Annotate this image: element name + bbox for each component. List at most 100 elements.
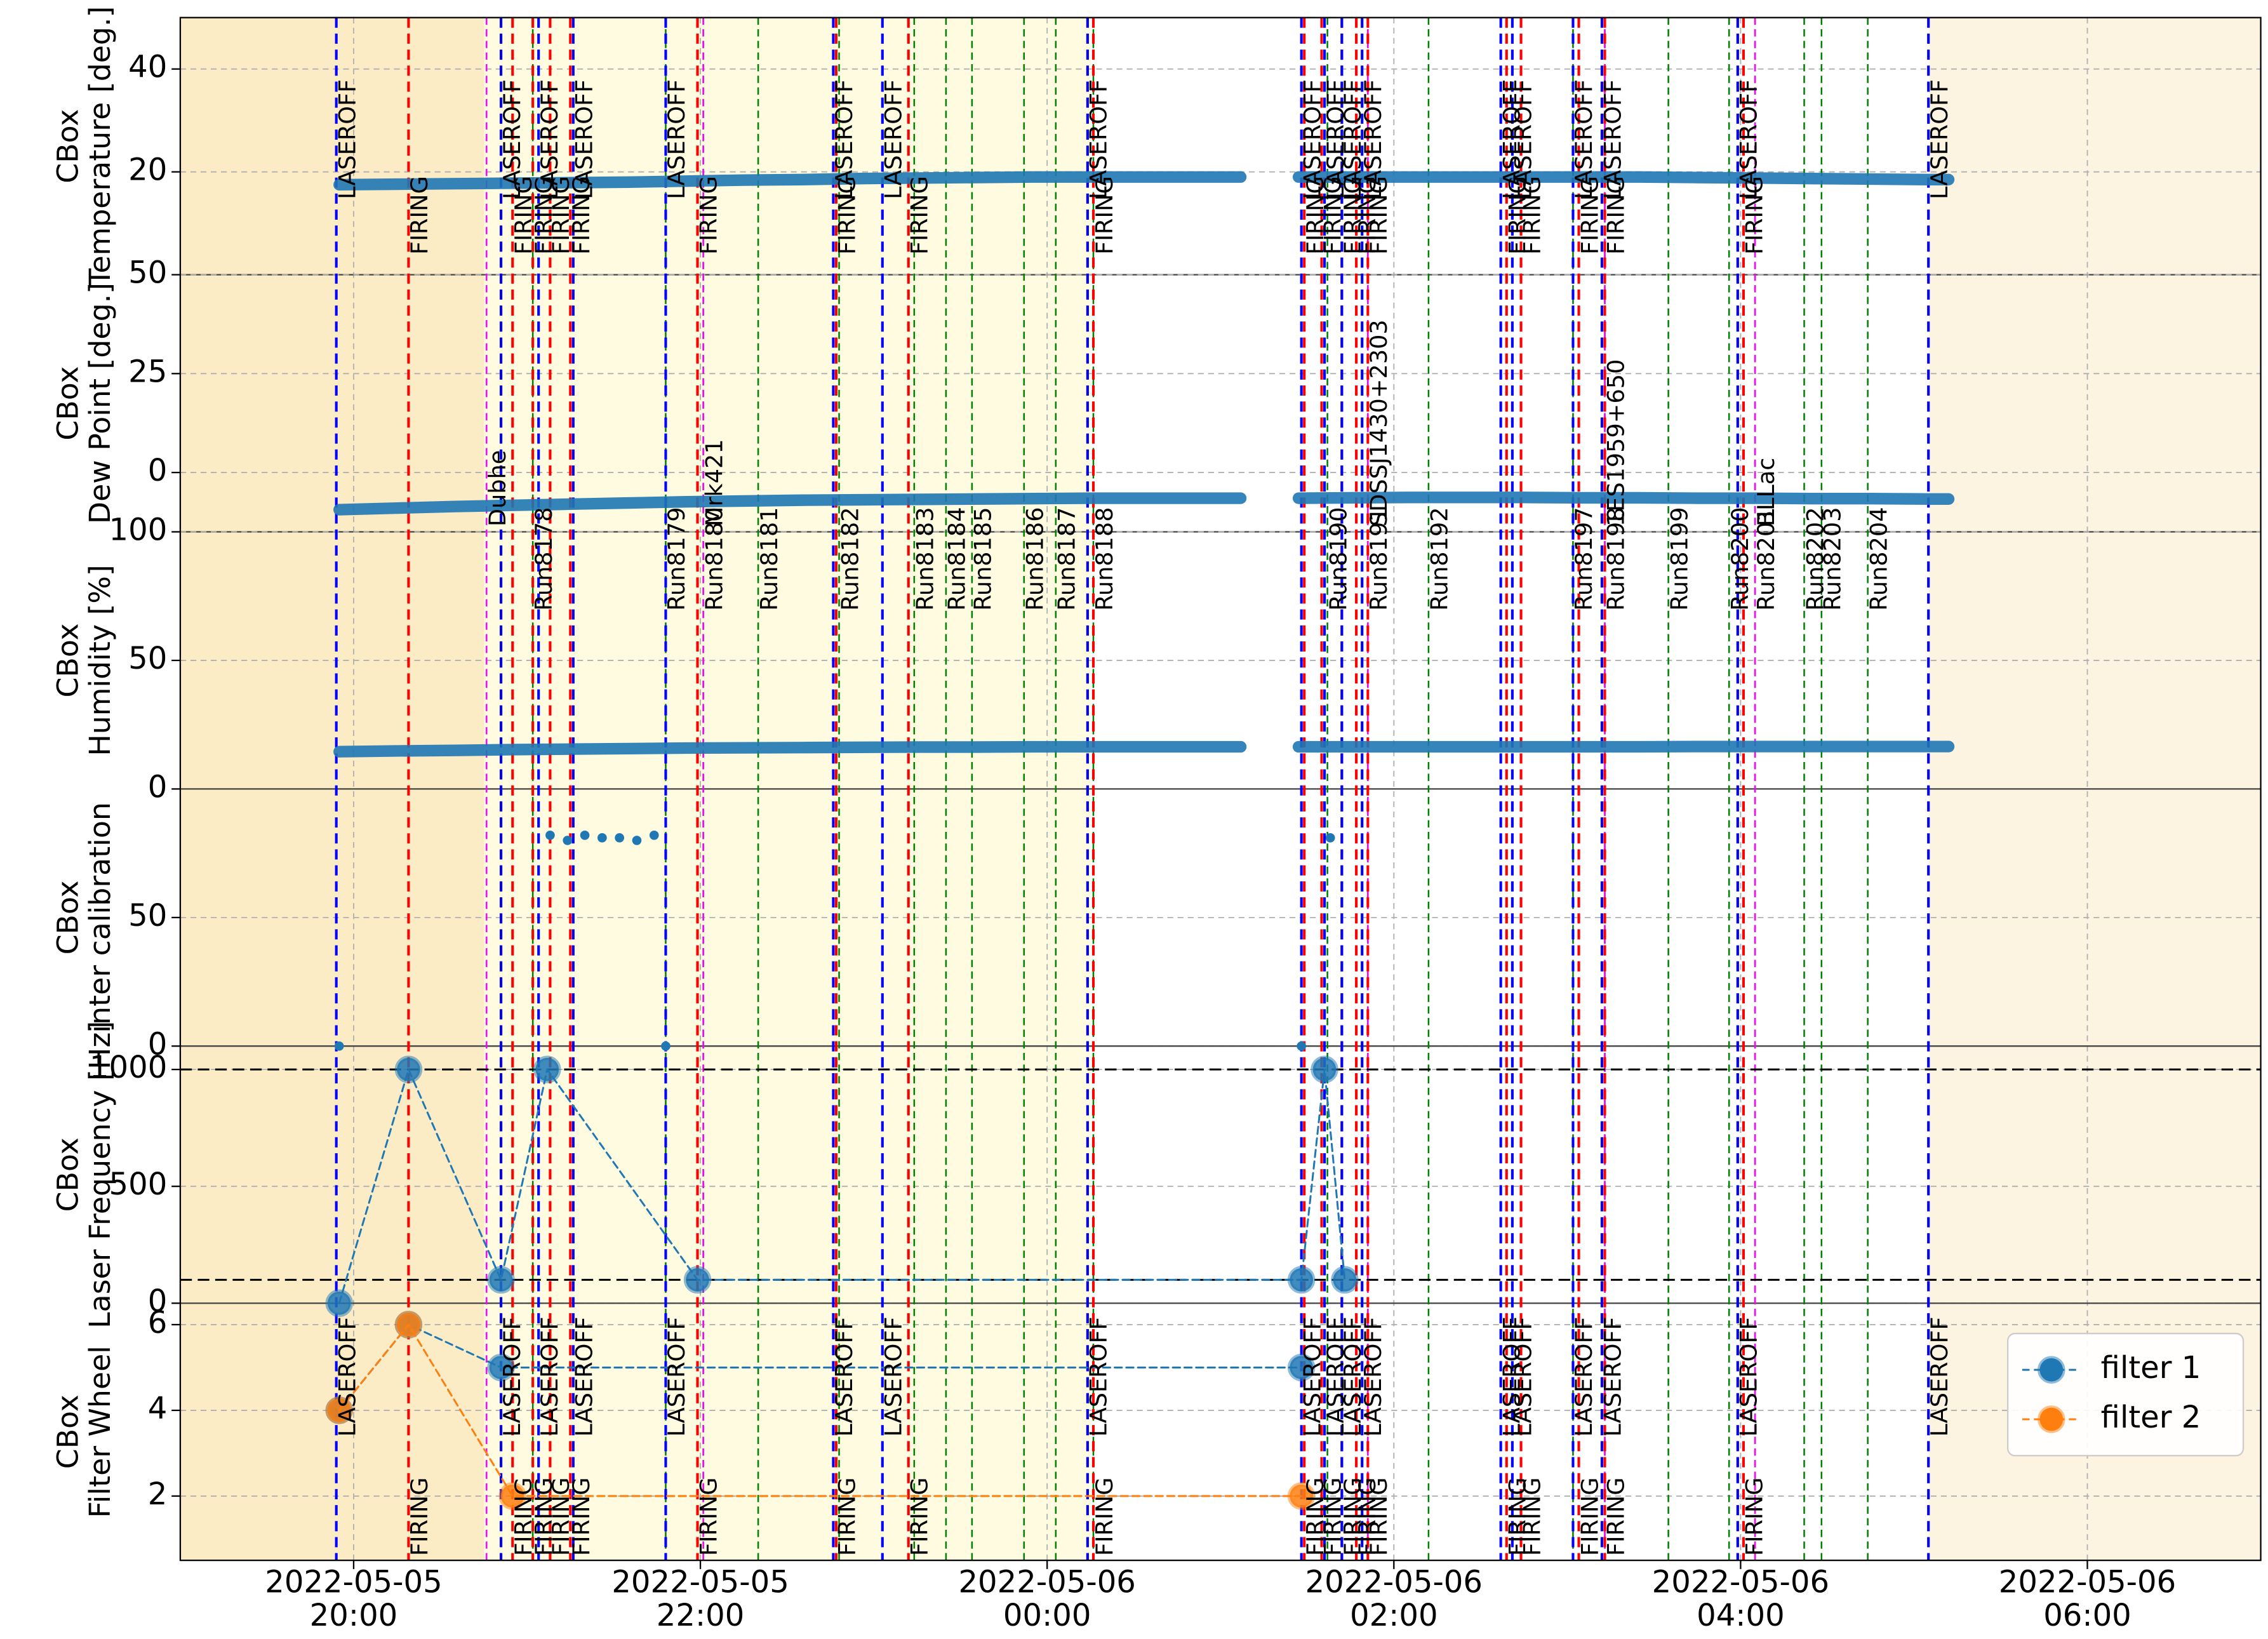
x-tick-label: 2022-05-06 00:00 xyxy=(958,1566,1135,1631)
event-label: Run8199 xyxy=(1665,507,1693,610)
y-tick-label: 0 xyxy=(148,1283,168,1319)
event-label: Run8204 xyxy=(1865,507,1892,610)
y-tick-label: 2 xyxy=(148,1476,168,1512)
series-line xyxy=(333,492,1955,516)
event-label: FIRING xyxy=(406,1477,433,1556)
x-tick-label: 2022-05-06 02:00 xyxy=(1305,1566,1483,1631)
event-label: FIRING xyxy=(547,176,575,255)
series-line xyxy=(338,1068,1346,1304)
series-line xyxy=(333,171,1955,191)
event-label: FIRING xyxy=(1091,1477,1118,1556)
event-label: FIRING xyxy=(1602,176,1629,255)
event-label: FIRING xyxy=(568,1477,595,1556)
event-label: Run8178 xyxy=(530,507,557,610)
event-label: SDSSJ1430+2303 xyxy=(1365,319,1392,526)
x-tick-label: 2022-05-05 20:00 xyxy=(265,1566,443,1633)
event-label: FIRING xyxy=(1518,176,1545,255)
y-axis-label: CBox xyxy=(50,109,84,184)
point xyxy=(597,833,607,843)
point xyxy=(563,836,573,845)
x-tick-label: 2022-05-05 20:00 xyxy=(265,1566,443,1633)
event-label: LASEROFF xyxy=(1570,79,1598,199)
y-axis-label: Laser Frequency [Hz] xyxy=(83,1021,117,1328)
event-label: Run8185 xyxy=(970,507,997,610)
event-label: BLLac xyxy=(1752,458,1780,527)
event-label: Run8184 xyxy=(944,507,971,610)
x-tick-label: 2022-05-06 06:00 xyxy=(1998,1566,2177,1633)
y-tick-label: 0 xyxy=(148,1026,168,1062)
point xyxy=(649,830,659,840)
event-label: FIRING xyxy=(906,176,933,255)
point xyxy=(661,1041,670,1051)
event-label: LASEROFF xyxy=(1359,1316,1387,1436)
event-label: FIRING xyxy=(1091,176,1118,255)
event-label: LASEROFF xyxy=(1510,79,1537,199)
event-label: FIRING xyxy=(1741,1477,1768,1556)
point xyxy=(1325,833,1335,843)
marks xyxy=(180,171,2261,1510)
marker xyxy=(394,1311,423,1339)
y-tick-label: 50 xyxy=(128,898,167,933)
event-label: Run8181 xyxy=(756,507,783,610)
y-axis-label: Dew Point [deg.] xyxy=(83,283,117,524)
event-label: Run8182 xyxy=(836,507,864,610)
event-label: LASEROFF xyxy=(1322,79,1349,199)
event-label: FIRING xyxy=(834,1477,861,1556)
event-label: FIRING xyxy=(510,1477,537,1556)
y-tick-label: 20 xyxy=(128,152,167,188)
event-label: LASEROFF xyxy=(1599,1316,1627,1436)
marker xyxy=(1287,1266,1316,1294)
event-label: LASEROFF xyxy=(663,1316,690,1436)
event-label: Run8197 xyxy=(1570,507,1598,610)
event-label: LASEROFF xyxy=(1498,1316,1525,1436)
series-line xyxy=(338,1323,1303,1412)
event-label: Run8191 xyxy=(1365,507,1392,610)
point xyxy=(1297,1041,1306,1051)
x-tick-label: 2022-05-06 06:00 xyxy=(1998,1566,2177,1633)
event-label: Dubhe xyxy=(484,450,511,526)
event-label: FIRING xyxy=(510,176,537,255)
event-label: FIRING xyxy=(1339,176,1366,255)
x-tick-label: 2022-05-05 22:00 xyxy=(611,1566,789,1633)
event-label: FIRING xyxy=(906,1477,933,1556)
event-label: Run8187 xyxy=(1053,507,1081,610)
event-label: FIRING xyxy=(695,176,722,255)
events xyxy=(335,17,1930,1561)
marker xyxy=(498,1482,527,1510)
event-label: FIRING xyxy=(1319,176,1346,255)
y-tick-label: 500 xyxy=(109,1167,168,1202)
event-label: LASEROFF xyxy=(1085,1316,1112,1436)
event-label: Run8200 xyxy=(1726,507,1754,610)
marker xyxy=(325,1396,353,1424)
y-axis-label: Filter Wheel xyxy=(83,1346,117,1518)
y-axis-label: CBox xyxy=(50,623,84,697)
y-tick-label: 6 xyxy=(148,1305,168,1341)
marker xyxy=(1287,1482,1316,1510)
event-label: Run8186 xyxy=(1022,507,1049,610)
y-tick-label: 25 xyxy=(128,354,167,389)
legend-box xyxy=(2006,1332,2245,1457)
labels: 2022-05-05 20:00 2022-05-05 22:00 2022-05-… xyxy=(50,6,2245,1633)
y-axis-label: CBox xyxy=(50,1137,84,1212)
event-label: FIRING xyxy=(1504,1477,1531,1556)
y-tick-label: 40 xyxy=(128,50,167,85)
event-label: FIRING xyxy=(1339,1477,1366,1556)
event-label: LASEROFF xyxy=(1339,1316,1366,1436)
event-label: LASEROFF xyxy=(880,79,907,199)
x-tick-label: 2022-05-06 04:00 xyxy=(1651,1566,1830,1633)
event-label: FIRING xyxy=(1302,176,1329,255)
event-label: LASEROFF xyxy=(333,79,361,199)
event-label: LASEROFF xyxy=(536,1316,563,1436)
series-line xyxy=(338,1323,1303,1497)
plot-frame xyxy=(179,17,2262,1562)
event-label: LASEROFF xyxy=(1599,79,1627,199)
event-label: LASEROFF xyxy=(1085,79,1112,199)
event-label: LASEROFF xyxy=(1322,1316,1349,1436)
event-label: LASEROFF xyxy=(663,79,690,199)
y-axis-label: Humidity [%] xyxy=(83,565,117,756)
legend-swatch xyxy=(2038,1405,2065,1433)
event-label: 1ES1959+650 xyxy=(1602,359,1629,526)
event-label: LASEROFF xyxy=(1298,79,1326,199)
marker xyxy=(533,1055,561,1083)
